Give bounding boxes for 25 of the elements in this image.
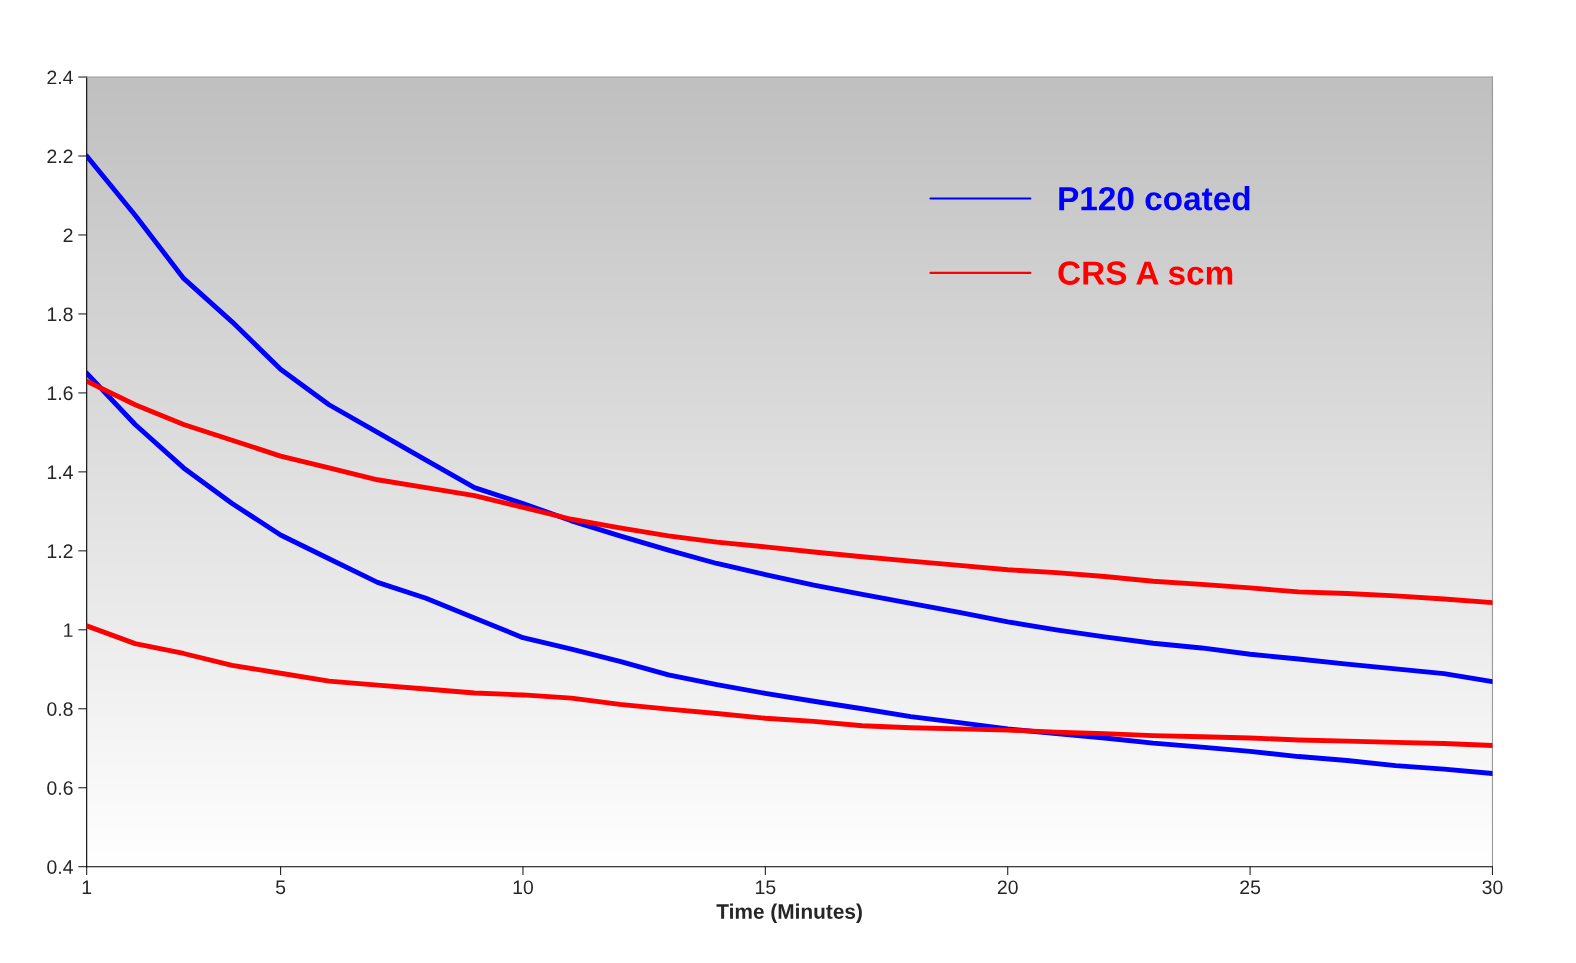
- y-tick-label: 2.4: [47, 70, 73, 85]
- y-tick-label: 2: [63, 228, 73, 243]
- x-tick-label: 30: [1482, 880, 1503, 895]
- y-tick-label: 0.4: [47, 860, 73, 874]
- y-tick-label: 0.8: [47, 702, 73, 717]
- x-tick-label: 5: [275, 880, 286, 895]
- y-tick-label: 0.6: [47, 781, 73, 795]
- legend-label: CRS A scm: [1058, 261, 1233, 285]
- x-tick-label: 10: [513, 880, 534, 895]
- line-series: [86, 378, 1493, 605]
- y-tick-label: 2.2: [47, 149, 73, 164]
- y-tick-label: 1.8: [47, 307, 73, 322]
- line-series: [86, 153, 1493, 684]
- legend-label: P120 coated: [1059, 186, 1250, 211]
- line-series: [86, 370, 1493, 776]
- y-tick-label: 1.2: [47, 544, 73, 558]
- x-tick-label: 1: [82, 880, 92, 894]
- x-tick-label: 20: [997, 880, 1018, 895]
- y-tick-label: 1.6: [47, 386, 73, 401]
- x-tick-label: 15: [756, 880, 776, 895]
- y-tick-label: 1: [64, 623, 73, 637]
- y-tick-label: 1.4: [47, 465, 73, 479]
- line-series: [86, 623, 1493, 748]
- x-tick-label: 25: [1240, 880, 1261, 895]
- x-axis-title: Time (Minutes): [716, 903, 862, 923]
